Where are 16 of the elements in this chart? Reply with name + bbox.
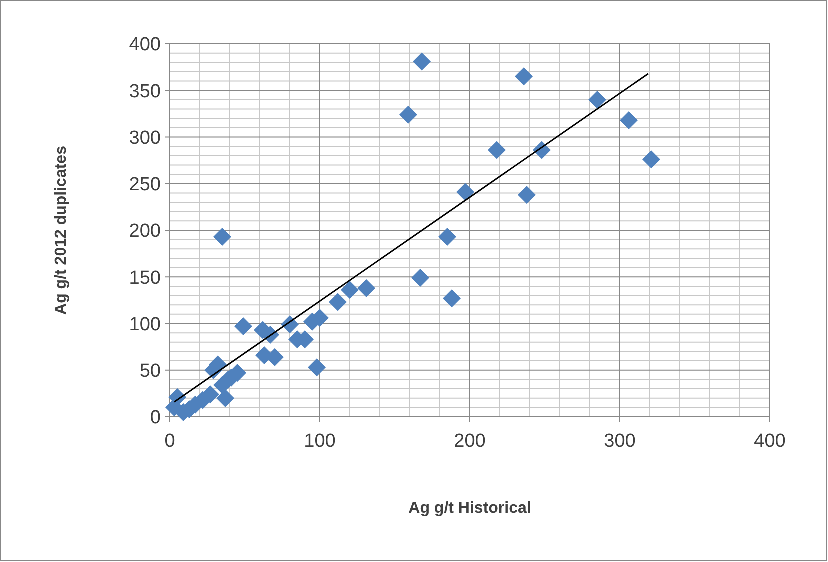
y-tick-label: 0 xyxy=(150,408,161,429)
x-tick-label: 100 xyxy=(304,431,336,452)
x-tick-label: 0 xyxy=(164,431,176,452)
x-tick-label: 300 xyxy=(604,431,636,452)
y-tick-label: 150 xyxy=(129,268,161,289)
x-tick-label: 400 xyxy=(754,431,786,452)
x-axis-title: Ag g/t Historical xyxy=(408,500,532,517)
y-tick-label: 100 xyxy=(129,314,161,336)
y-axis-title: Ag g/t 2012 duplicates xyxy=(53,146,70,315)
y-tick-label: 50 xyxy=(140,361,161,382)
y-tick-label: 350 xyxy=(129,81,161,102)
y-tick-label: 200 xyxy=(129,221,161,242)
x-tick-label: 200 xyxy=(454,431,486,452)
y-tick-label: 300 xyxy=(129,128,161,149)
y-tick-label: 250 xyxy=(129,174,161,196)
y-tick-label: 400 xyxy=(129,34,161,56)
